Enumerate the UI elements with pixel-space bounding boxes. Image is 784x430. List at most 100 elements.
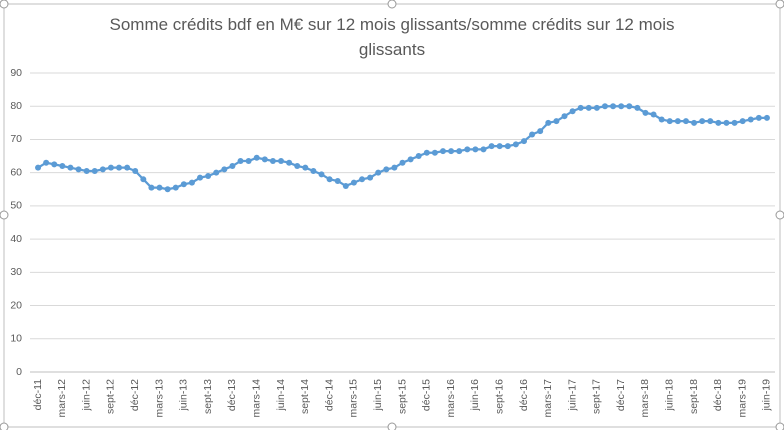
data-point bbox=[286, 159, 293, 166]
data-point bbox=[342, 182, 349, 189]
resize-handle[interactable] bbox=[775, 210, 784, 220]
data-point bbox=[464, 146, 471, 153]
data-point bbox=[691, 119, 698, 126]
data-point bbox=[642, 109, 649, 116]
y-tick-label: 30 bbox=[10, 266, 22, 278]
data-point bbox=[650, 111, 657, 118]
data-point bbox=[367, 174, 374, 181]
x-tick-label: mars-16 bbox=[445, 379, 457, 418]
data-point bbox=[520, 138, 527, 145]
x-tick-label: mars-13 bbox=[153, 379, 165, 418]
y-tick-label: 80 bbox=[10, 100, 22, 112]
data-point bbox=[731, 119, 738, 126]
x-tick-label: juin-14 bbox=[275, 379, 287, 412]
data-point bbox=[601, 103, 608, 110]
data-point bbox=[302, 164, 309, 171]
x-tick-label: mars-17 bbox=[542, 379, 554, 418]
x-tick-label: déc-15 bbox=[421, 379, 433, 411]
data-point bbox=[205, 172, 212, 179]
resize-handle[interactable] bbox=[387, 422, 397, 430]
x-tick-label: sept-16 bbox=[493, 379, 505, 414]
x-tick-label: mars-19 bbox=[736, 379, 748, 418]
x-tick-label: déc-16 bbox=[518, 379, 530, 411]
data-point bbox=[140, 176, 147, 183]
resize-handle[interactable] bbox=[0, 422, 9, 430]
data-point bbox=[472, 146, 479, 153]
resize-handle[interactable] bbox=[387, 0, 397, 9]
data-point bbox=[261, 156, 268, 163]
x-tick-label: sept-15 bbox=[396, 379, 408, 414]
data-point bbox=[334, 177, 341, 184]
data-point bbox=[132, 168, 139, 175]
x-tick-label: juin-12 bbox=[80, 379, 92, 412]
data-point bbox=[375, 169, 382, 176]
data-point bbox=[666, 118, 673, 125]
y-tick-label: 0 bbox=[16, 366, 22, 378]
data-point bbox=[618, 103, 625, 110]
data-point bbox=[294, 163, 301, 170]
data-point bbox=[456, 148, 463, 155]
data-point bbox=[43, 159, 50, 166]
data-point bbox=[561, 113, 568, 120]
data-point bbox=[318, 171, 325, 178]
data-point bbox=[634, 104, 641, 111]
data-point bbox=[747, 116, 754, 123]
resize-handle[interactable] bbox=[775, 422, 784, 430]
x-tick-label: déc-11 bbox=[32, 379, 44, 410]
x-tick-label: déc-12 bbox=[129, 379, 141, 411]
resize-handle[interactable] bbox=[775, 0, 784, 9]
data-point bbox=[124, 164, 131, 171]
chart-title: Somme crédits bdf en M€ sur 12 mois glis… bbox=[109, 15, 675, 59]
y-tick-label: 10 bbox=[10, 333, 22, 345]
data-point bbox=[480, 146, 487, 153]
data-point bbox=[755, 114, 762, 121]
data-point bbox=[197, 174, 204, 181]
data-point bbox=[51, 161, 58, 168]
x-tick-label: juin-13 bbox=[178, 379, 190, 412]
data-point bbox=[213, 169, 220, 176]
y-tick-label: 40 bbox=[10, 233, 22, 245]
data-point bbox=[253, 154, 260, 161]
data-point bbox=[407, 156, 414, 163]
data-point bbox=[545, 119, 552, 126]
data-point bbox=[593, 104, 600, 111]
data-point bbox=[496, 143, 503, 150]
resize-handle[interactable] bbox=[0, 210, 9, 220]
data-point bbox=[383, 166, 390, 173]
x-tick-label: juin-15 bbox=[372, 379, 384, 412]
x-tick-label: déc-13 bbox=[226, 379, 238, 411]
data-point bbox=[715, 119, 722, 126]
data-point bbox=[585, 104, 592, 111]
y-tick-label: 20 bbox=[10, 299, 22, 311]
x-tick-label: mars-14 bbox=[251, 379, 263, 418]
data-point bbox=[35, 164, 42, 171]
data-point bbox=[221, 166, 228, 173]
data-point bbox=[399, 159, 406, 166]
x-tick-label: déc-14 bbox=[323, 379, 335, 411]
resize-handle[interactable] bbox=[0, 0, 9, 9]
data-point bbox=[391, 164, 398, 171]
data-point bbox=[310, 168, 317, 175]
data-point bbox=[116, 164, 123, 171]
data-point bbox=[569, 108, 576, 115]
y-tick-label: 90 bbox=[10, 67, 22, 79]
y-tick-label: 60 bbox=[10, 166, 22, 178]
x-tick-label: juin-17 bbox=[566, 379, 578, 412]
data-point bbox=[723, 119, 730, 126]
data-point bbox=[512, 141, 519, 148]
x-tick-label: sept-13 bbox=[202, 379, 214, 414]
data-point bbox=[763, 114, 770, 121]
data-point bbox=[431, 149, 438, 156]
data-point bbox=[67, 164, 74, 171]
data-point bbox=[99, 166, 106, 173]
data-point bbox=[504, 143, 511, 150]
data-point bbox=[707, 118, 714, 125]
data-point bbox=[674, 118, 681, 125]
x-tick-label: sept-18 bbox=[688, 379, 700, 414]
data-point bbox=[739, 118, 746, 125]
data-point bbox=[577, 104, 584, 111]
x-tick-label: mars-12 bbox=[56, 379, 68, 418]
